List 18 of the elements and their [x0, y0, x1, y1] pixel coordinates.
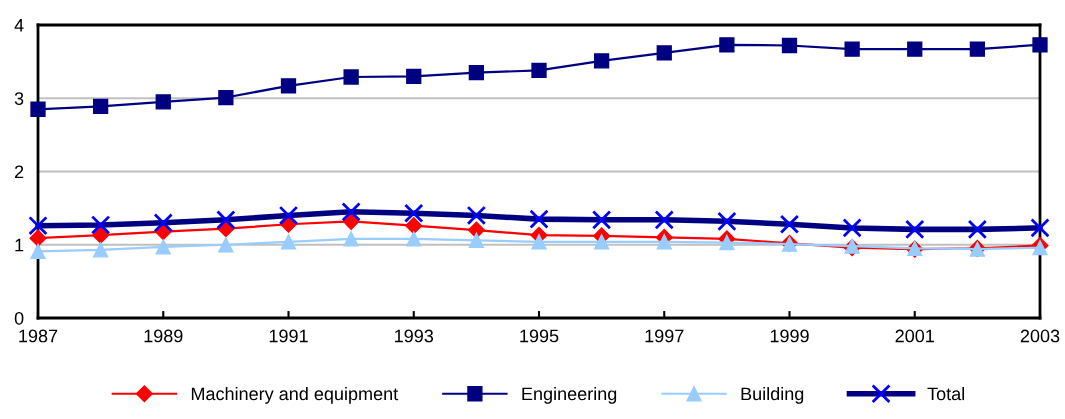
x-tick-label: 1991 [269, 329, 308, 343]
x-tick-label: 1995 [520, 329, 559, 343]
x-tick-label: 1997 [645, 329, 684, 343]
y-tick-label: 1 [15, 238, 24, 252]
legend-label: Machinery and equipment [191, 386, 399, 404]
legend-label: Building [741, 386, 804, 404]
x-tick-label: 1999 [770, 329, 809, 343]
x-tick-label: 1987 [19, 329, 58, 343]
x-tick-label: 1993 [395, 329, 434, 343]
legend-label: Engineering [522, 386, 617, 404]
y-tick-label: 4 [14, 19, 24, 32]
y-tick-label: 2 [14, 165, 24, 179]
legend-label: Total [927, 386, 965, 401]
y-tick-label: 3 [14, 92, 24, 105]
y-tick-label: 0 [14, 311, 24, 325]
x-tick-label: 2003 [1020, 329, 1060, 343]
x-tick-label: 2001 [895, 329, 934, 343]
x-tick-label: 1989 [144, 329, 183, 343]
